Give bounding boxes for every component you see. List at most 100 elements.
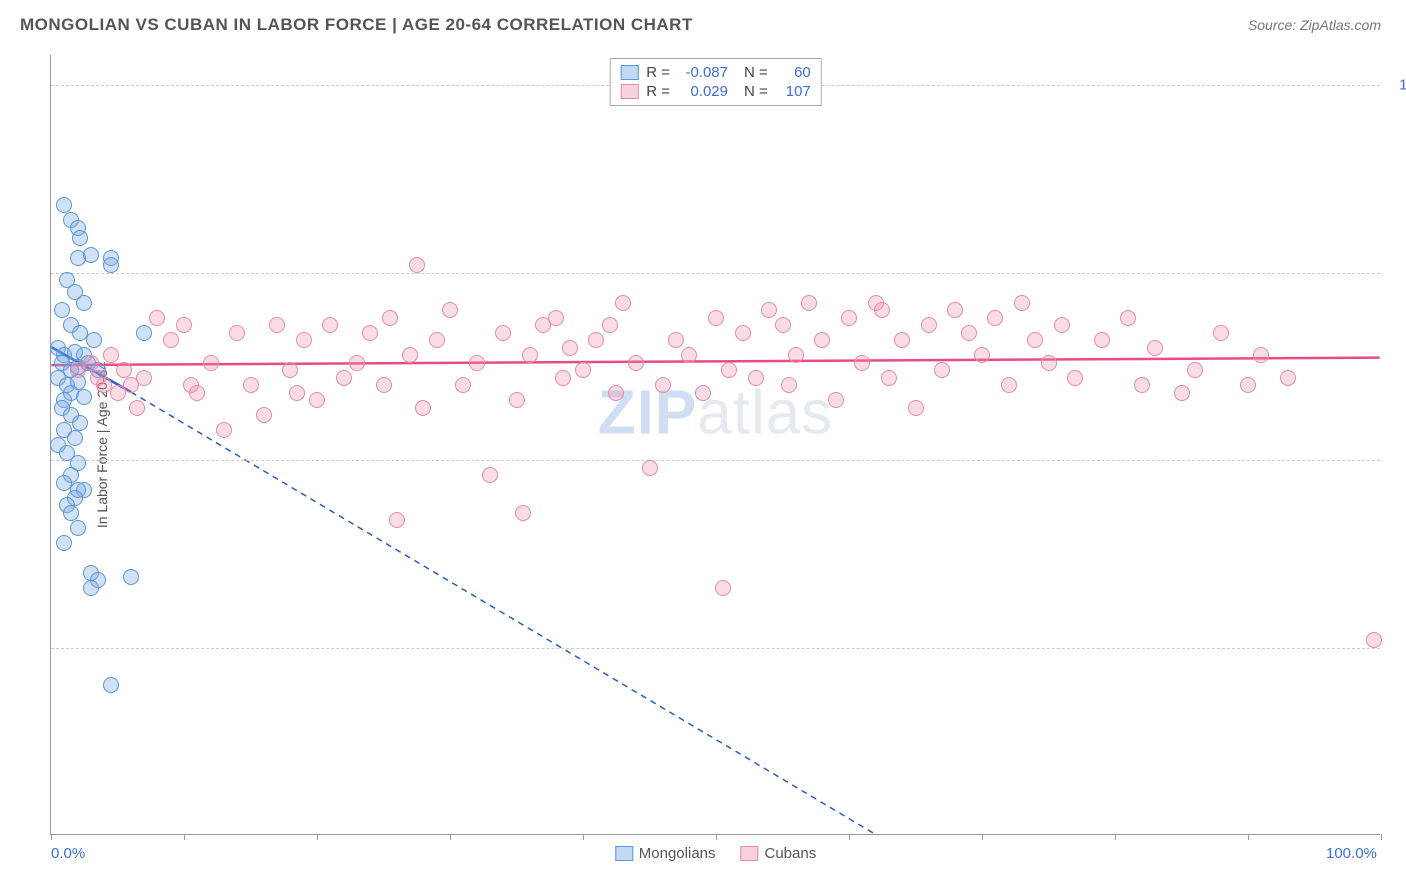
data-point	[828, 392, 844, 408]
data-point	[282, 362, 298, 378]
data-point	[70, 520, 86, 536]
x-tick	[1381, 834, 1382, 840]
data-point	[715, 580, 731, 596]
data-point	[775, 317, 791, 333]
data-point	[854, 355, 870, 371]
legend-item: Cubans	[741, 845, 817, 862]
data-point	[894, 332, 910, 348]
data-point	[309, 392, 325, 408]
data-point	[615, 295, 631, 311]
data-point	[602, 317, 618, 333]
data-point	[56, 197, 72, 213]
watermark: ZIPatlas	[598, 378, 833, 449]
data-point	[136, 325, 152, 341]
data-point	[72, 415, 88, 431]
data-point	[1054, 317, 1070, 333]
x-tick	[583, 834, 584, 840]
data-point	[961, 325, 977, 341]
data-point	[103, 347, 119, 363]
data-point	[455, 377, 471, 393]
legend-swatch	[620, 84, 638, 99]
trend-lines-layer	[51, 55, 1380, 834]
data-point	[1041, 355, 1057, 371]
data-point	[575, 362, 591, 378]
data-point	[429, 332, 445, 348]
data-point	[189, 385, 205, 401]
data-point	[1067, 370, 1083, 386]
data-point	[83, 580, 99, 596]
data-point	[362, 325, 378, 341]
x-tick	[1248, 834, 1249, 840]
data-point	[1014, 295, 1030, 311]
data-point	[788, 347, 804, 363]
data-point	[781, 377, 797, 393]
chart-source: Source: ZipAtlas.com	[1248, 17, 1381, 33]
data-point	[881, 370, 897, 386]
data-point	[934, 362, 950, 378]
x-tick	[184, 834, 185, 840]
data-point	[1253, 347, 1269, 363]
x-tick	[1115, 834, 1116, 840]
data-point	[509, 392, 525, 408]
stats-row: R =-0.087N =60	[620, 63, 811, 82]
data-point	[123, 569, 139, 585]
data-point	[1094, 332, 1110, 348]
gridline	[51, 273, 1380, 274]
data-point	[83, 355, 99, 371]
data-point	[1001, 377, 1017, 393]
data-point	[801, 295, 817, 311]
data-point	[748, 370, 764, 386]
data-point	[515, 505, 531, 521]
legend-swatch	[615, 846, 633, 861]
data-point	[349, 355, 365, 371]
x-tick	[317, 834, 318, 840]
data-point	[376, 377, 392, 393]
data-point	[469, 355, 485, 371]
data-point	[668, 332, 684, 348]
data-point	[442, 302, 458, 318]
data-point	[103, 257, 119, 273]
stats-n-value: 60	[776, 64, 811, 81]
data-point	[608, 385, 624, 401]
data-point	[63, 505, 79, 521]
legend-swatch	[741, 846, 759, 861]
y-tick-label: 75.0%	[1390, 452, 1406, 469]
data-point	[695, 385, 711, 401]
data-point	[588, 332, 604, 348]
x-tick	[849, 834, 850, 840]
x-tick	[450, 834, 451, 840]
legend-label: Cubans	[765, 845, 817, 862]
x-tick	[716, 834, 717, 840]
data-point	[409, 257, 425, 273]
data-point	[56, 535, 72, 551]
data-point	[322, 317, 338, 333]
data-point	[1174, 385, 1190, 401]
data-point	[974, 347, 990, 363]
data-point	[269, 317, 285, 333]
x-tick	[51, 834, 52, 840]
data-point	[1187, 362, 1203, 378]
data-point	[103, 677, 119, 693]
x-tick-label: 0.0%	[51, 845, 85, 862]
legend-item: Mongolians	[615, 845, 716, 862]
data-point	[874, 302, 890, 318]
stats-r-value: 0.029	[678, 83, 728, 100]
data-point	[76, 389, 92, 405]
data-point	[735, 325, 751, 341]
data-point	[72, 230, 88, 246]
data-point	[129, 400, 145, 416]
data-point	[67, 430, 83, 446]
data-point	[136, 370, 152, 386]
data-point	[229, 325, 245, 341]
data-point	[76, 295, 92, 311]
data-point	[655, 377, 671, 393]
chart-header: MONGOLIAN VS CUBAN IN LABOR FORCE | AGE …	[0, 0, 1406, 45]
data-point	[921, 317, 937, 333]
correlation-stats-legend: R =-0.087N =60R =0.029N =107	[609, 58, 822, 106]
series-legend: Mongolians Cubans	[615, 845, 816, 862]
data-point	[203, 355, 219, 371]
scatter-chart: In Labor Force | Age 20-64 ZIPatlas R =-…	[50, 55, 1380, 835]
data-point	[86, 332, 102, 348]
stats-r-label: R =	[646, 83, 670, 100]
trend-line-extrapolation	[131, 392, 875, 834]
